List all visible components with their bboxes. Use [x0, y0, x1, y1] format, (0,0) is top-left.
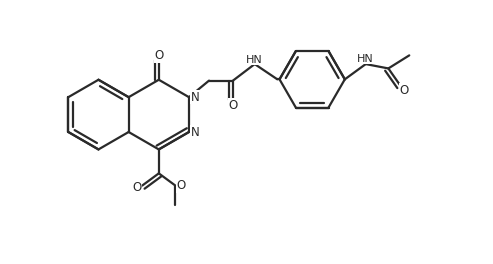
Text: O: O: [228, 99, 238, 112]
Text: O: O: [399, 84, 409, 97]
Text: N: N: [191, 91, 200, 104]
Text: HN: HN: [246, 55, 263, 65]
Text: N: N: [191, 125, 200, 139]
Text: O: O: [154, 49, 163, 62]
Text: HN: HN: [357, 54, 374, 64]
Text: O: O: [132, 181, 141, 194]
Text: O: O: [177, 179, 186, 192]
